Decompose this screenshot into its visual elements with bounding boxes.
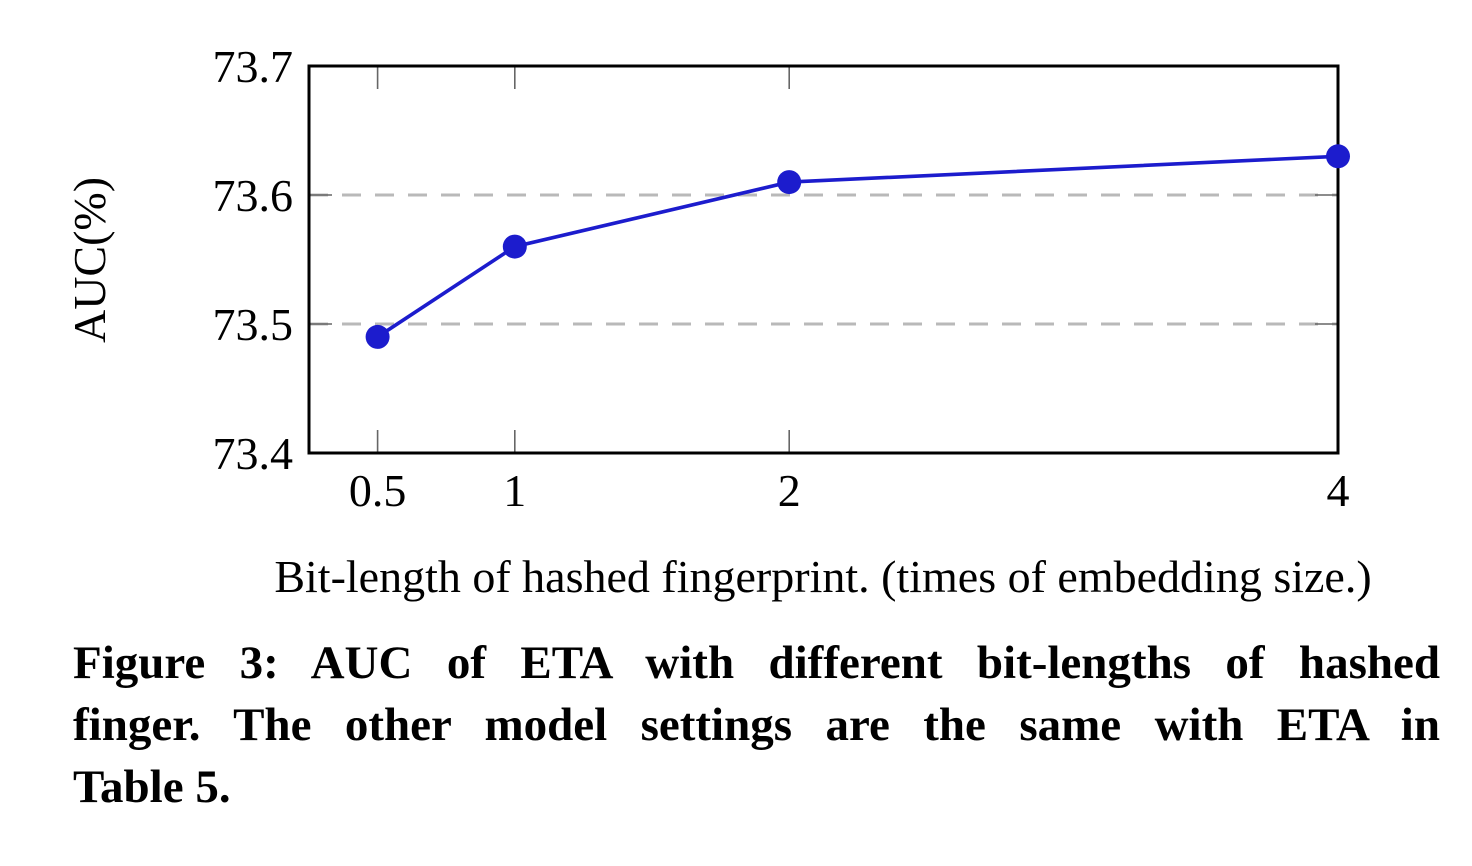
- y-tick-label: 73.4: [213, 428, 294, 479]
- x-tick-label: 2: [778, 465, 801, 516]
- x-tick-label: 1: [503, 465, 526, 516]
- y-tick-label: 73.5: [213, 299, 294, 350]
- x-tick-label: 0.5: [349, 465, 407, 516]
- plot-area: 73.4 73.5 73.6 73.7 0.5 1 2 4: [213, 41, 1350, 516]
- data-point-marker: [365, 324, 390, 349]
- caption-line-3: Table 5.: [73, 761, 231, 813]
- data-point-marker: [502, 234, 527, 259]
- caption-line-2: finger. The other model settings are the…: [73, 699, 1440, 751]
- data-point-marker: [777, 170, 802, 195]
- x-tick-label: 4: [1327, 465, 1350, 516]
- caption-line-1: Figure 3: AUC of ETA with different bit-…: [73, 637, 1440, 689]
- x-axis-label: Bit-length of hashed fingerprint. (times…: [274, 551, 1371, 602]
- y-tick-label: 73.7: [213, 41, 294, 92]
- data-line: [376, 154, 1339, 339]
- y-tick-label: 73.6: [213, 170, 294, 221]
- y-axis-label: AUC(%): [64, 177, 115, 343]
- plot-border: [307, 64, 1340, 455]
- auc-line-chart: 73.4 73.5 73.6 73.7 0.5 1 2 4 AUC(%) Bit-length…: [64, 41, 1372, 602]
- figure-caption: Figure 3: AUC of ETA with different bit-…: [73, 632, 1440, 818]
- data-point-marker: [1326, 144, 1350, 169]
